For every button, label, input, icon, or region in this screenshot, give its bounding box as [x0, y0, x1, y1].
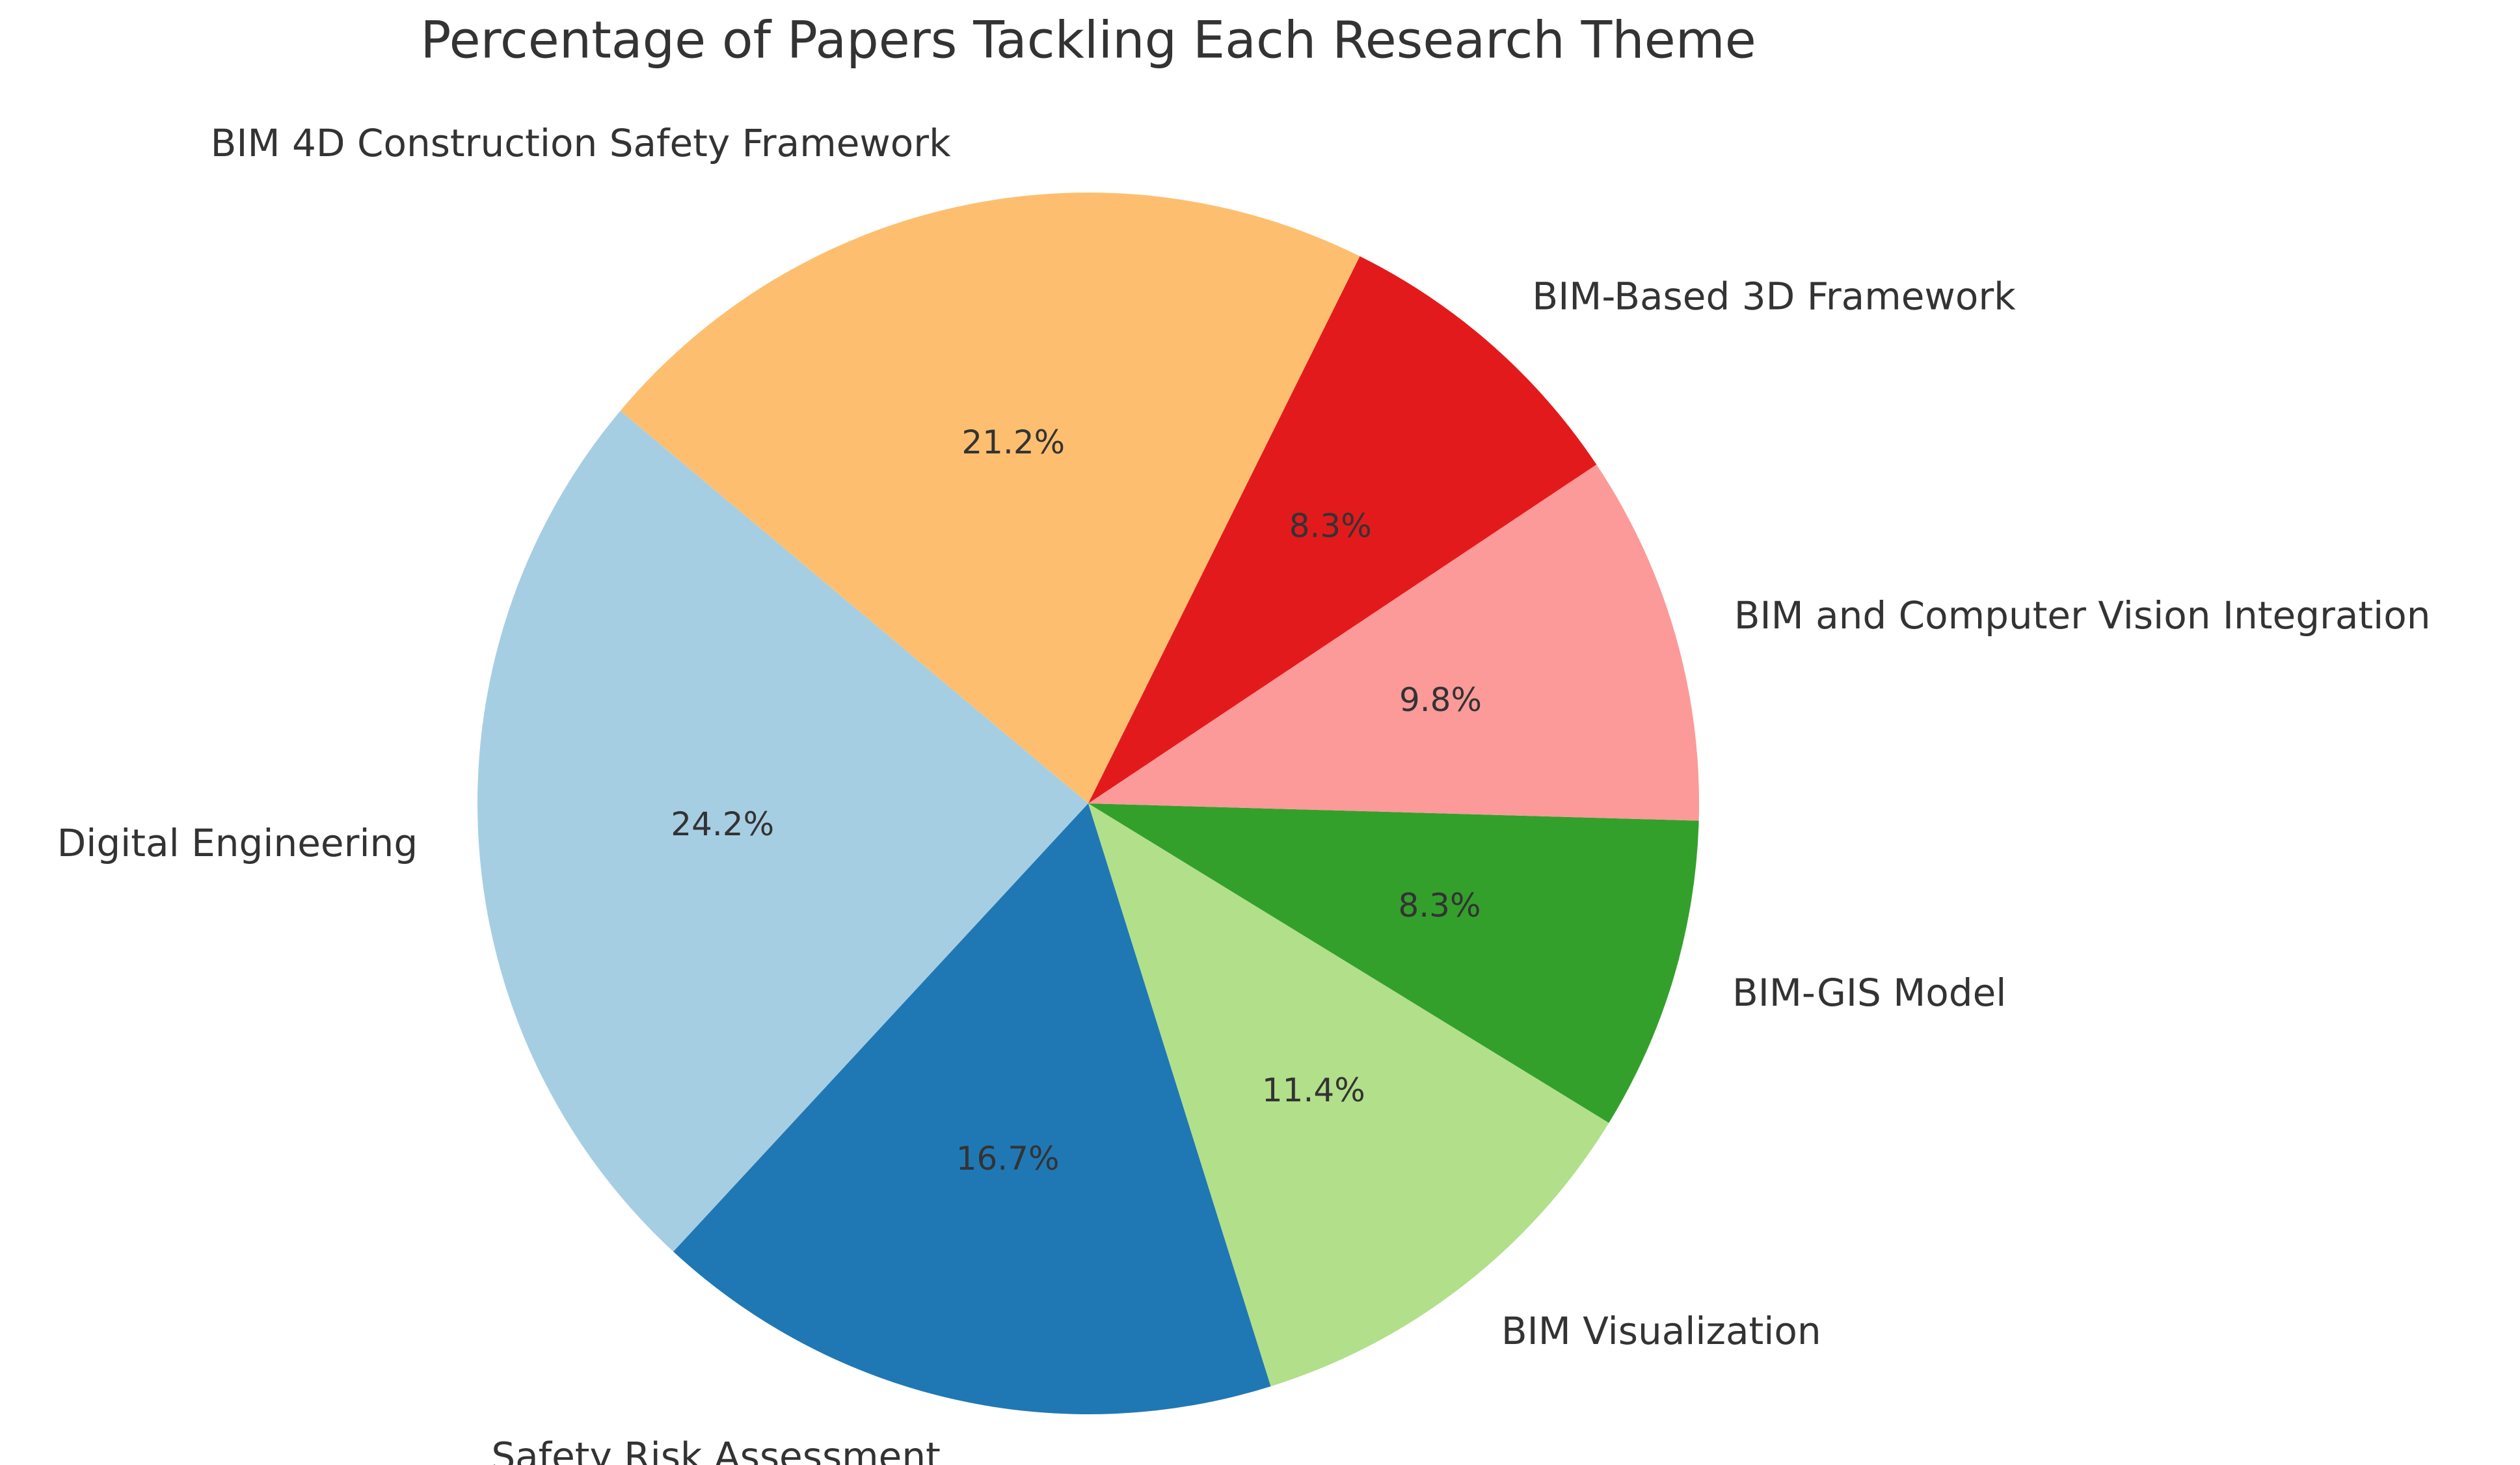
slice-label: Safety Risk Assessment: [491, 1434, 941, 1465]
slice-label: BIM Visualization: [1501, 1309, 1821, 1353]
pie-slice: [673, 803, 1271, 1414]
value-label: 24.2%: [671, 805, 774, 843]
value-label: 8.3%: [1289, 507, 1372, 545]
slice-label: BIM-Based 3D Framework: [1532, 275, 2016, 319]
pie-slice: [1088, 803, 1699, 1123]
value-label: 21.2%: [961, 423, 1065, 461]
slice-label: Digital Engineering: [57, 821, 418, 865]
slice-label: BIM-GIS Model: [1732, 971, 2006, 1015]
value-label: 8.3%: [1398, 887, 1481, 924]
value-label: 11.4%: [1262, 1071, 1365, 1109]
pie-slice: [1088, 464, 1699, 821]
chart-title: Percentage of Papers Tackling Each Resea…: [420, 11, 1756, 70]
slice-label: BIM 4D Construction Safety Framework: [211, 121, 952, 165]
value-label: 16.7%: [956, 1140, 1060, 1177]
pie-slice: [620, 193, 1360, 803]
pie-slice: [477, 410, 1088, 1252]
value-label: 9.8%: [1399, 681, 1482, 719]
pie-slice: [1088, 256, 1597, 803]
slice-label: BIM and Computer Vision Integration: [1734, 593, 2431, 638]
pie-slice: [1088, 803, 1609, 1387]
